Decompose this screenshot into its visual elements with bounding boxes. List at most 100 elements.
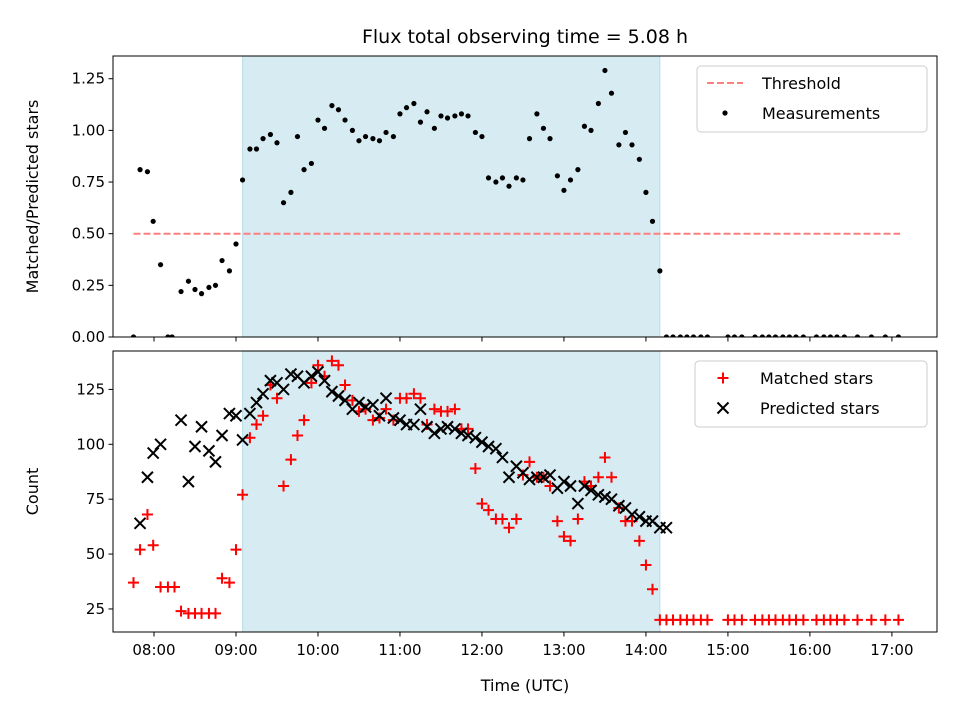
- data-point: [264, 374, 277, 387]
- data-point: [646, 583, 658, 595]
- data-point: [510, 513, 522, 525]
- data-point: [274, 140, 280, 146]
- data-point: [243, 407, 257, 420]
- data-point: [294, 133, 301, 140]
- data-point: [520, 177, 526, 183]
- data-point: [349, 127, 356, 133]
- data-point: [169, 334, 175, 337]
- data-point: [854, 334, 861, 337]
- data-point: [444, 115, 451, 121]
- data-point: [373, 412, 385, 424]
- data-point: [537, 471, 550, 484]
- data-point: [342, 117, 348, 123]
- data-point: [759, 334, 765, 337]
- data-point: [165, 334, 171, 337]
- legend-swatch: [717, 372, 729, 384]
- data-point: [598, 490, 612, 504]
- data-point: [766, 334, 772, 337]
- data-point: [684, 334, 690, 337]
- data-point: [793, 334, 799, 337]
- data-point: [725, 334, 731, 337]
- ratio-panel: 0.00 0.25 0.50 0.75 1.00 1.25 Matched/Predicte…: [23, 55, 938, 346]
- data-point: [250, 419, 262, 431]
- data-point: [147, 539, 159, 551]
- data-point: [441, 420, 454, 433]
- data-point: [301, 167, 307, 173]
- data-point: [851, 614, 863, 626]
- data-point: [267, 131, 274, 138]
- data-point: [868, 334, 875, 337]
- data-point: [483, 504, 495, 516]
- x-tick-label: 12:00: [460, 641, 503, 659]
- data-point: [663, 334, 670, 337]
- data-point: [134, 544, 146, 556]
- y-tick-label: 25: [86, 600, 105, 618]
- data-point: [485, 175, 492, 181]
- x-tick-label: 14:00: [624, 641, 667, 659]
- data-point: [540, 125, 547, 131]
- data-point: [571, 497, 585, 510]
- data-point: [321, 125, 328, 131]
- data-point: [212, 282, 219, 288]
- data-point: [230, 544, 242, 556]
- data-point: [554, 173, 560, 179]
- y-tick-label: 125: [76, 380, 105, 398]
- x-tick-label: 09:00: [214, 641, 257, 659]
- data-point: [493, 179, 499, 185]
- data-point: [393, 413, 407, 427]
- data-point: [366, 398, 380, 411]
- x-tick-label: 10:00: [296, 641, 339, 659]
- data-point: [557, 475, 571, 488]
- data-point: [895, 334, 902, 337]
- data-point: [595, 100, 601, 107]
- data-point: [469, 431, 482, 444]
- data-point: [704, 334, 711, 337]
- data-point: [356, 138, 362, 144]
- data-point: [722, 110, 728, 116]
- data-point: [127, 577, 139, 589]
- data-point: [786, 334, 793, 337]
- data-point: [469, 462, 481, 474]
- data-point: [602, 67, 608, 74]
- x-tick-label: 13:00: [542, 641, 585, 659]
- legend-box: [694, 360, 928, 428]
- y-tick-label: 0.75: [72, 173, 105, 191]
- data-point: [367, 414, 379, 426]
- data-point: [130, 334, 137, 337]
- data-point: [380, 403, 392, 415]
- data-point: [278, 480, 290, 492]
- legend-label: Measurements: [762, 104, 880, 123]
- data-point: [578, 479, 591, 493]
- data-point: [517, 469, 529, 481]
- data-point: [629, 142, 635, 148]
- observing-span: [242, 350, 661, 633]
- data-point: [625, 508, 639, 521]
- data-point: [543, 468, 557, 482]
- data-point: [335, 107, 342, 113]
- data-point: [502, 471, 516, 484]
- x-tick-label: 17:00: [870, 641, 913, 659]
- data-point: [192, 286, 198, 293]
- data-point: [797, 614, 809, 626]
- data-point: [513, 175, 519, 181]
- data-point: [701, 614, 713, 626]
- data-point: [236, 433, 249, 447]
- data-point: [195, 420, 208, 433]
- data-point: [428, 403, 440, 415]
- data-point: [291, 430, 303, 442]
- data-point: [185, 278, 192, 284]
- data-point: [178, 288, 184, 295]
- data-point: [834, 334, 840, 337]
- data-point: [434, 422, 448, 436]
- data-point: [479, 133, 485, 140]
- data-point: [588, 127, 594, 133]
- axes-frame: [112, 55, 938, 338]
- chart-title: Flux total observing time = 5.08 h: [362, 26, 688, 48]
- x-tick-label: 15:00: [706, 641, 749, 659]
- x-tick-label: 16:00: [788, 641, 831, 659]
- data-point: [616, 142, 622, 148]
- legend: Threshold Measurements: [696, 65, 928, 133]
- data-point: [452, 113, 458, 119]
- y-axis-label: Count: [23, 468, 42, 516]
- legend: Matched stars Predicted stars: [694, 360, 928, 428]
